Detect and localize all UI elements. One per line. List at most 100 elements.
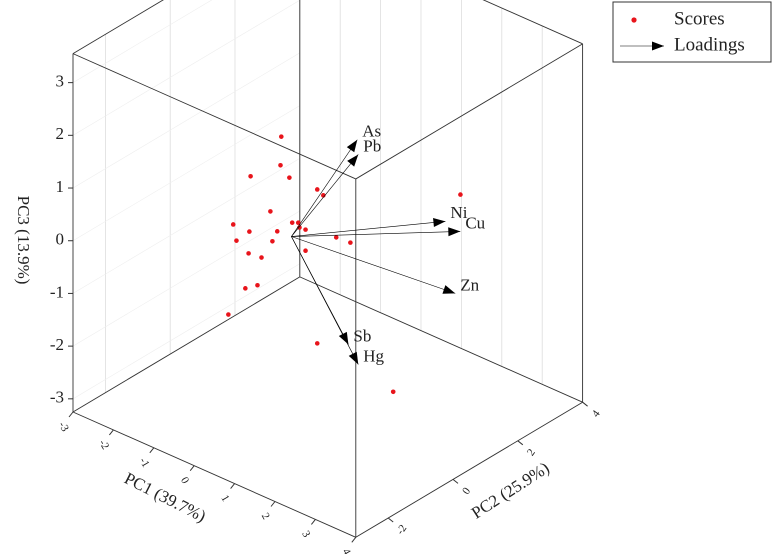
- y-axis-label: PC2 (25.9%): [468, 458, 553, 522]
- box-edge: [355, 43, 583, 180]
- loading-arrow-head: [346, 139, 358, 153]
- tick-mark: [452, 479, 459, 484]
- tick-mark: [387, 517, 394, 523]
- box-edge: [72, 411, 356, 538]
- tick-mark: [68, 411, 74, 418]
- grid-line: [72, 210, 300, 347]
- box-edge: [72, 53, 356, 180]
- grid-line: [72, 0, 300, 136]
- z-tick-label: -2: [50, 335, 64, 354]
- score-point: [247, 229, 252, 234]
- box-edge: [482, 0, 583, 45]
- tick-mark: [582, 401, 588, 407]
- legend: Scores Loadings: [612, 1, 772, 63]
- score-point: [303, 227, 308, 232]
- score-point: [279, 134, 284, 139]
- grid-line: [72, 0, 213, 83]
- loading-arrow-head: [347, 154, 359, 167]
- grid-line: [72, 263, 300, 400]
- score-point: [274, 229, 280, 234]
- score-point: [270, 238, 275, 244]
- score-point: [255, 282, 260, 288]
- loading-label: Ni: [450, 203, 467, 222]
- tick-mark: [109, 429, 114, 436]
- loading-arrow: [291, 139, 358, 237]
- loading-arrow: [291, 231, 461, 237]
- x-tick-label: 2: [259, 511, 272, 522]
- legend-box: [612, 1, 772, 63]
- score-point: [234, 238, 239, 243]
- x-tick-label: 4: [340, 547, 353, 554]
- loading-arrow-head: [442, 285, 456, 294]
- grid-line: [72, 158, 300, 294]
- loading-arrow: [291, 154, 359, 237]
- score-point: [230, 222, 236, 227]
- x-tick-label: 0: [178, 475, 191, 486]
- box-edge: [355, 401, 583, 538]
- legend-label: Scores: [674, 8, 725, 29]
- grid-line: [72, 52, 300, 189]
- box-edge: [72, 276, 301, 413]
- y-tick-label: 4: [590, 408, 603, 420]
- loading-label: Zn: [460, 275, 479, 294]
- score-point: [390, 389, 396, 395]
- tick-mark: [351, 536, 357, 543]
- loading-label: As: [362, 122, 381, 141]
- score-point: [295, 220, 301, 226]
- score-point: [278, 162, 283, 168]
- score-point: [246, 251, 251, 256]
- score-point: [243, 286, 248, 291]
- grid-line: [72, 105, 300, 241]
- score-point: [259, 255, 264, 260]
- loading-label: Sb: [353, 326, 371, 345]
- tick-mark: [230, 483, 235, 489]
- score-point: [314, 187, 320, 192]
- loading-arrow-head: [433, 218, 446, 227]
- loading-arrow: [291, 236, 359, 365]
- y-tick-label: -2: [394, 523, 409, 537]
- x-axis-label: PC1 (39.7%): [121, 469, 209, 526]
- tick-mark: [189, 465, 195, 472]
- loading-label: Cu: [465, 213, 485, 232]
- tick-mark: [311, 519, 316, 525]
- score-point: [303, 248, 308, 253]
- loading-label: Hg: [363, 346, 384, 365]
- loading-arrow: [291, 221, 446, 237]
- score-point: [268, 209, 273, 214]
- box-edge: [299, 276, 583, 403]
- legend-marker-head: [652, 41, 664, 51]
- score-point: [348, 240, 353, 245]
- z-tick-label: -1: [50, 282, 64, 301]
- loading-arrow-head: [448, 227, 461, 237]
- y-tick-label: 0: [460, 485, 473, 497]
- loading-arrow: [291, 236, 456, 294]
- x-tick-label: -3: [56, 420, 71, 434]
- z-tick-label: -3: [50, 388, 64, 407]
- score-point: [314, 341, 320, 346]
- x-tick-label: 1: [218, 493, 231, 504]
- score-point: [458, 192, 463, 197]
- legend-label: Loadings: [674, 34, 745, 55]
- x-tick-label: -2: [96, 438, 111, 452]
- box-edge: [72, 0, 164, 55]
- y-tick-label: 2: [525, 447, 538, 458]
- score-point: [321, 193, 326, 198]
- score-point: [289, 220, 295, 225]
- score-point: [226, 312, 231, 317]
- loading-label: Pb: [363, 136, 381, 155]
- tick-mark: [149, 447, 155, 454]
- z-tick-label: 3: [56, 72, 65, 91]
- x-tick-label: -1: [137, 456, 152, 470]
- score-point: [248, 173, 253, 179]
- z-axis-label: PC3 (13.9%): [14, 196, 33, 285]
- tick-mark: [517, 440, 524, 446]
- z-tick-label: 0: [56, 230, 65, 249]
- z-tick-label: 1: [56, 177, 65, 196]
- loading-arrow-head: [348, 351, 359, 365]
- legend-marker: [631, 17, 637, 23]
- tick-mark: [270, 501, 276, 507]
- score-point: [287, 175, 292, 180]
- x-tick-label: 3: [299, 529, 312, 540]
- z-tick-label: 2: [56, 124, 65, 143]
